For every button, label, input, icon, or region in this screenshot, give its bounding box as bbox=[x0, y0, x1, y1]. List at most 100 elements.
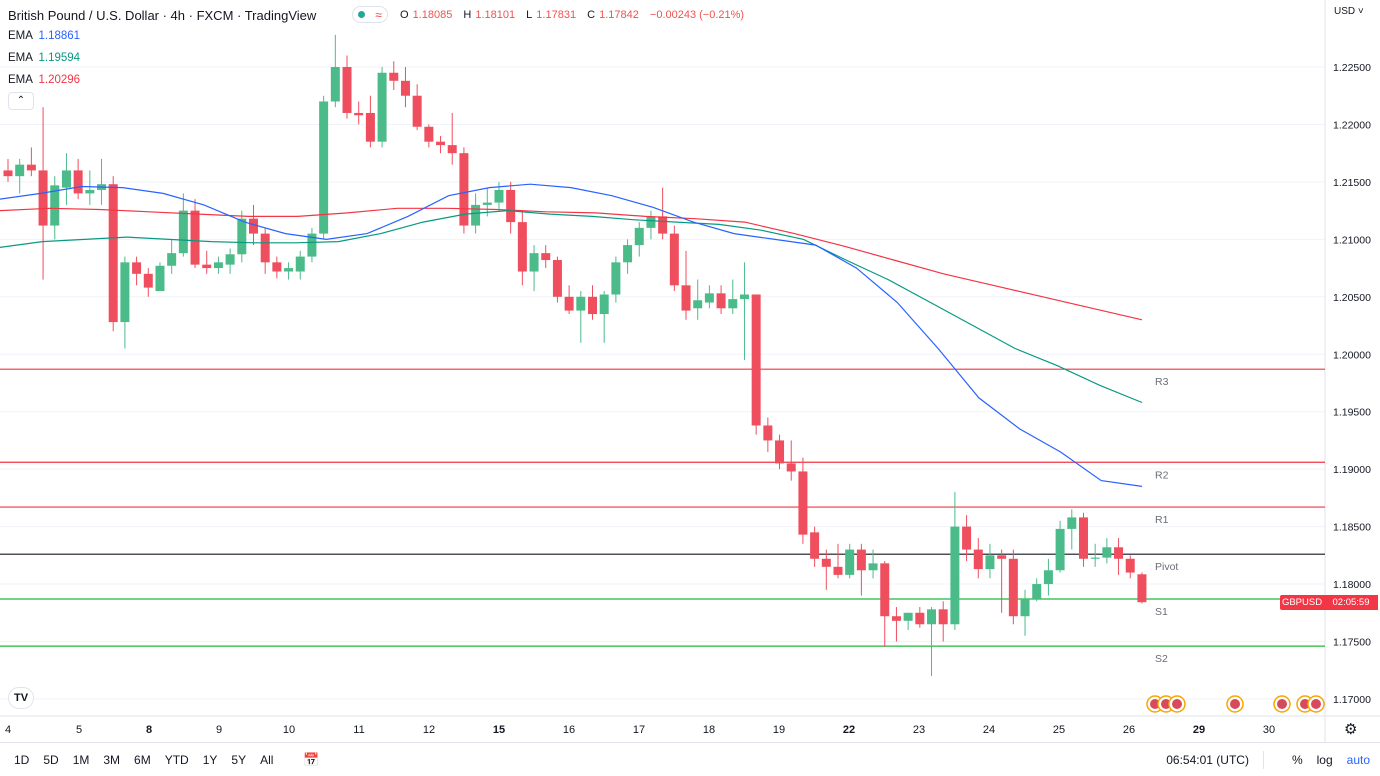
candle-body bbox=[728, 299, 738, 309]
price-tick-label: 1.18000 bbox=[1333, 579, 1371, 591]
candle-body bbox=[85, 189, 95, 194]
candle-body bbox=[856, 549, 866, 571]
candle-body bbox=[985, 555, 995, 570]
clock-readout[interactable]: 06:54:01 (UTC) bbox=[1166, 753, 1249, 767]
candle-body bbox=[1102, 547, 1112, 558]
candle-body bbox=[482, 202, 492, 205]
symbol-tag: GBPUSD bbox=[1280, 595, 1324, 610]
candle-body bbox=[26, 164, 36, 171]
go-to-date-calendar-icon[interactable]: 📅 bbox=[303, 751, 320, 767]
candle-body bbox=[903, 612, 913, 621]
time-tick-label: 10 bbox=[283, 724, 295, 736]
range-6m-button[interactable]: 6M bbox=[134, 752, 151, 767]
candle-body bbox=[506, 189, 516, 223]
high-value: 1.18101 bbox=[475, 9, 516, 21]
candle-body bbox=[576, 296, 586, 311]
candle-body bbox=[1067, 517, 1077, 529]
auto-scale-toggle[interactable]: auto bbox=[1346, 753, 1370, 767]
time-tick-label: 4 bbox=[5, 724, 11, 736]
ema-legend-slow[interactable]: EMA 1.20296 bbox=[8, 74, 80, 86]
bar-countdown: 02:05:59 bbox=[1324, 595, 1378, 610]
candle-body bbox=[389, 72, 399, 81]
range-3m-button[interactable]: 3M bbox=[103, 752, 121, 767]
candle-body bbox=[225, 254, 235, 265]
flag-fill-icon bbox=[1277, 699, 1287, 709]
time-tick-label: 29 bbox=[1193, 724, 1205, 736]
percent-scale-toggle[interactable]: % bbox=[1291, 753, 1303, 767]
candle-body bbox=[751, 294, 761, 426]
candle-body bbox=[272, 262, 282, 272]
flag-fill-icon bbox=[1172, 699, 1182, 709]
range-1d-button[interactable]: 1D bbox=[14, 752, 30, 767]
time-tick-label: 18 bbox=[703, 724, 715, 736]
data-wave-icon: ≈ bbox=[375, 7, 382, 22]
candle-body bbox=[739, 294, 749, 300]
pivot-level-label: R2 bbox=[1155, 469, 1169, 481]
range-5y-button[interactable]: 5Y bbox=[231, 752, 247, 767]
time-tick-label: 11 bbox=[353, 724, 364, 736]
chart-title[interactable]: British Pound / U.S. Dollar · 4h · FXCM … bbox=[8, 8, 317, 23]
candle-body bbox=[167, 253, 177, 266]
candle-body bbox=[1090, 557, 1100, 559]
open-value: 1.18085 bbox=[412, 9, 453, 21]
candle-body bbox=[599, 294, 609, 315]
settings-gear-icon[interactable]: ⚙ bbox=[1344, 721, 1358, 738]
candle-body bbox=[307, 233, 317, 257]
candle-body bbox=[669, 233, 679, 286]
range-all-button[interactable]: All bbox=[260, 752, 274, 767]
price-tick-label: 1.22500 bbox=[1333, 62, 1371, 74]
candle-body bbox=[436, 141, 446, 146]
ohlc-readout: O 1.18085 H 1.18101 L 1.17831 C 1.17842 −0.0… bbox=[400, 9, 745, 21]
price-tick-label: 1.21000 bbox=[1333, 234, 1371, 246]
candle-body bbox=[868, 563, 878, 571]
ema-legend-fast[interactable]: EMA 1.18861 bbox=[8, 30, 80, 42]
candle-body bbox=[962, 526, 972, 550]
candle-body bbox=[716, 293, 726, 309]
ema-value: 1.18861 bbox=[38, 30, 81, 42]
range-5d-button[interactable]: 5D bbox=[43, 752, 59, 767]
range-1m-button[interactable]: 1M bbox=[72, 752, 90, 767]
candle-body bbox=[588, 296, 597, 315]
candle-body bbox=[108, 184, 118, 323]
divider bbox=[1262, 751, 1264, 769]
candle-body bbox=[938, 609, 948, 625]
candle-body bbox=[447, 145, 457, 154]
time-tick-label: 9 bbox=[216, 724, 222, 736]
price-tick-label: 1.20500 bbox=[1333, 292, 1371, 304]
market-status-pill[interactable]: ≈ bbox=[352, 6, 388, 23]
time-tick-label: 17 bbox=[633, 724, 645, 736]
candle-body bbox=[400, 80, 410, 96]
pivot-level-label: Pivot bbox=[1155, 561, 1178, 573]
pivot-level-label: R1 bbox=[1155, 514, 1169, 526]
candle-body bbox=[798, 471, 808, 535]
candle-body bbox=[997, 555, 1007, 559]
candle-body bbox=[927, 609, 937, 625]
price-tick-label: 1.19000 bbox=[1333, 464, 1371, 476]
candle-body bbox=[763, 425, 773, 441]
currency-menu[interactable]: USD ˅ bbox=[1334, 6, 1364, 17]
price-tick-label: 1.20000 bbox=[1333, 349, 1371, 361]
ema-legend-mid[interactable]: EMA 1.19594 bbox=[8, 52, 80, 64]
time-tick-label: 30 bbox=[1263, 724, 1275, 736]
close-value: 1.17842 bbox=[599, 9, 639, 21]
candle-body bbox=[202, 264, 212, 269]
candle-body bbox=[248, 218, 258, 234]
ema-fast-line bbox=[0, 183, 1143, 487]
candle-body bbox=[915, 612, 925, 625]
candle-body bbox=[143, 273, 153, 288]
time-tick-label: 24 bbox=[983, 724, 995, 736]
candle-body bbox=[155, 265, 165, 292]
tradingview-logo-icon[interactable]: TV bbox=[8, 687, 34, 709]
log-scale-toggle[interactable]: log bbox=[1316, 753, 1333, 767]
time-tick-label: 16 bbox=[563, 724, 575, 736]
candle-body bbox=[3, 170, 13, 177]
range-ytd-button[interactable]: YTD bbox=[164, 752, 189, 767]
time-tick-label: 23 bbox=[913, 724, 925, 736]
range-1y-button[interactable]: 1Y bbox=[202, 752, 218, 767]
candle-body bbox=[132, 262, 142, 274]
collapse-legend-button[interactable]: ⌃ bbox=[8, 92, 34, 110]
candle-body bbox=[1078, 517, 1088, 559]
candle-body bbox=[1008, 558, 1018, 617]
candle-body bbox=[1137, 574, 1147, 603]
